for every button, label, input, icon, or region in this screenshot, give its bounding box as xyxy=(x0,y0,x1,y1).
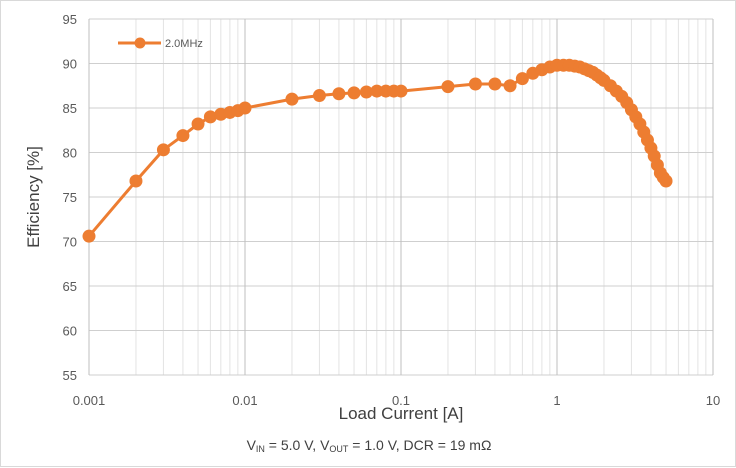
vin-symbol: V xyxy=(246,437,256,453)
vin-subscript: IN xyxy=(255,444,265,454)
data-point xyxy=(191,117,205,131)
vin-value: = 5.0 V, xyxy=(264,437,321,453)
data-point xyxy=(332,87,346,101)
vout-value: = 1.0 V, DCR = 19 mΩ xyxy=(348,437,492,453)
data-point xyxy=(370,84,384,98)
data-point xyxy=(359,85,373,99)
x-axis-title: Load Current [A] xyxy=(339,404,464,423)
conditions-note: VIN = 5.0 V, VOUT = 1.0 V, DCR = 19 mΩ xyxy=(1,437,736,454)
data-point xyxy=(347,86,361,100)
x-tick-label: 10 xyxy=(706,393,720,408)
x-tick-label: 0.001 xyxy=(73,393,106,408)
y-tick-label: 80 xyxy=(63,146,77,161)
y-tick-label: 75 xyxy=(63,190,77,205)
data-point xyxy=(312,89,326,103)
major-grid xyxy=(88,18,714,376)
x-tick-label: 0.01 xyxy=(232,393,257,408)
vout-symbol: V xyxy=(320,437,330,453)
x-tick-label: 0.1 xyxy=(392,393,410,408)
legend-label: 2.0MHz xyxy=(165,38,203,50)
series-group xyxy=(82,58,673,243)
y-tick-label: 70 xyxy=(63,235,77,250)
data-point xyxy=(503,79,517,93)
x-tick-label: 1 xyxy=(553,393,560,408)
data-point xyxy=(156,143,170,157)
data-point xyxy=(659,174,673,188)
data-point xyxy=(82,229,96,243)
data-point xyxy=(203,110,217,124)
data-point xyxy=(441,80,455,94)
data-point xyxy=(468,77,482,91)
x-tick-labels: 0.001 0.01 0.1 1 10 xyxy=(73,393,721,408)
y-tick-label: 65 xyxy=(63,279,77,294)
legend-marker xyxy=(134,37,146,49)
y-tick-label: 90 xyxy=(63,57,77,72)
vout-subscript: OUT xyxy=(329,444,349,454)
data-point xyxy=(238,101,252,115)
y-tick-labels: 55 60 65 70 75 80 85 90 95 xyxy=(63,12,77,383)
y-tick-label: 55 xyxy=(63,368,77,383)
legend: 2.0MHz xyxy=(118,37,203,50)
data-point xyxy=(285,92,299,106)
y-axis-title: Efficiency [%] xyxy=(24,146,43,248)
data-point xyxy=(488,77,502,91)
data-point xyxy=(129,174,143,188)
y-tick-label: 85 xyxy=(63,101,77,116)
y-tick-label: 60 xyxy=(63,324,77,339)
data-point xyxy=(394,84,408,98)
y-tick-label: 95 xyxy=(63,12,77,27)
data-point xyxy=(176,129,190,143)
data-point xyxy=(515,72,529,86)
